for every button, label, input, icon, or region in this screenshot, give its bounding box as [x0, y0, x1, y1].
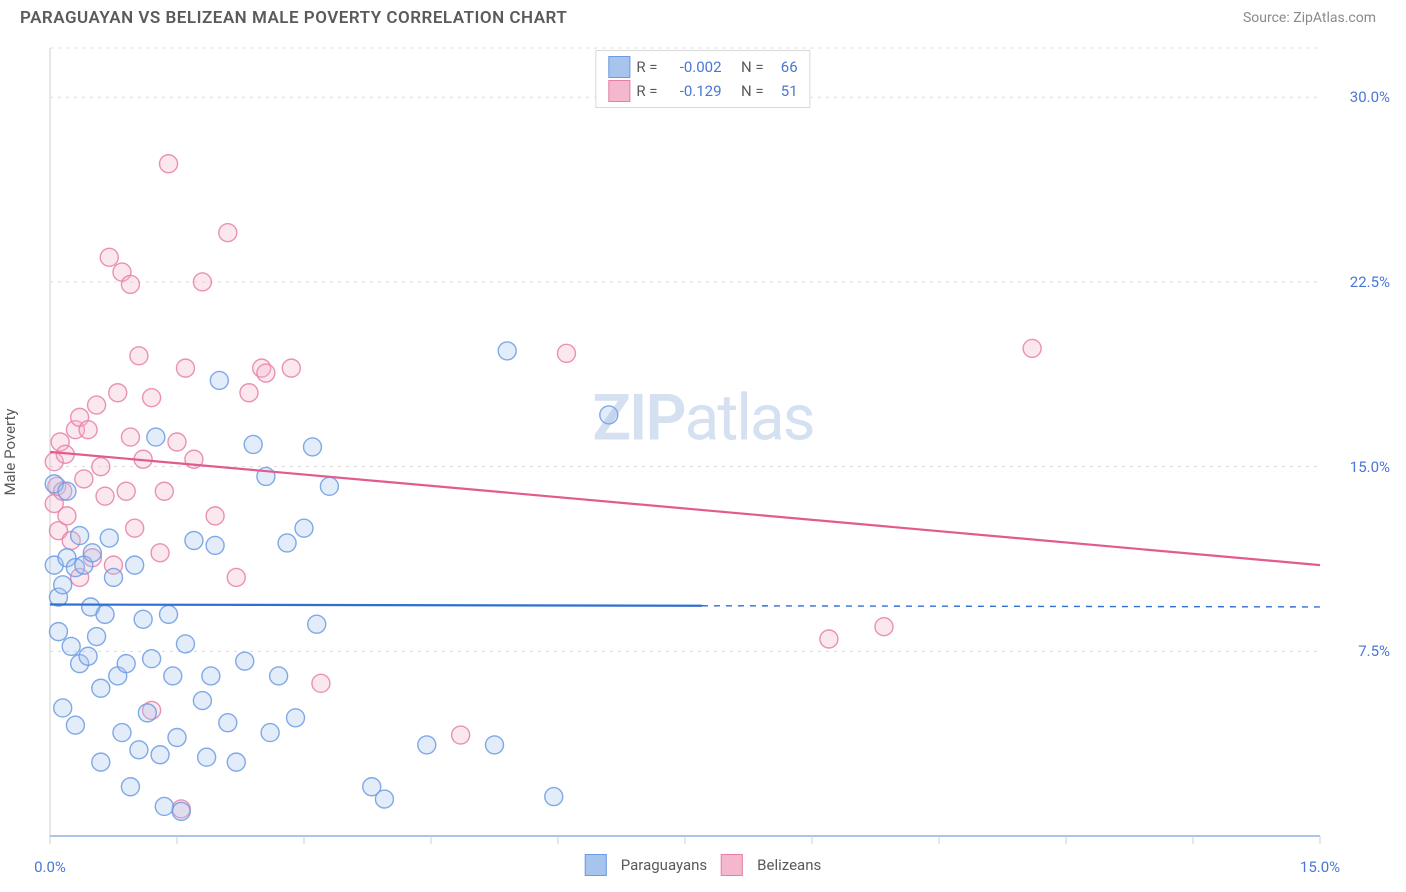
legend-bottom-swatch-0	[585, 854, 607, 876]
x-tick-label: 15.0%	[1300, 858, 1340, 876]
r-value-1: -0.129	[664, 79, 722, 103]
legend-bottom-swatch-1	[721, 854, 743, 876]
legend-series: Paraguayans Belizeans	[585, 854, 821, 876]
legend-bottom-label-1: Belizeans	[757, 856, 821, 874]
y-tick-label: 7.5%	[1358, 642, 1390, 660]
chart-container: Male Poverty ZIPatlas R =-0.002 N =66 R …	[0, 28, 1406, 876]
legend-stats-row-0: R =-0.002 N =66	[608, 55, 797, 79]
y-axis-label: Male Poverty	[1, 409, 19, 496]
x-tick-label: 0.0%	[34, 858, 66, 876]
n-value-1: 51	[770, 79, 798, 103]
y-tick-label: 30.0%	[1350, 88, 1390, 106]
n-value-0: 66	[770, 55, 798, 79]
y-tick-label: 22.5%	[1350, 273, 1390, 291]
y-tick-label: 15.0%	[1350, 458, 1390, 476]
legend-stats: R =-0.002 N =66 R =-0.129 N =51	[595, 50, 810, 108]
legend-swatch-0	[608, 56, 630, 78]
scatter-chart	[0, 28, 1406, 876]
source-label: Source: ZipAtlas.com	[1243, 10, 1376, 26]
legend-swatch-1	[608, 80, 630, 102]
chart-title: PARAGUAYAN VS BELIZEAN MALE POVERTY CORR…	[20, 8, 567, 28]
legend-stats-row-1: R =-0.129 N =51	[608, 79, 797, 103]
r-value-0: -0.002	[664, 55, 722, 79]
legend-bottom-label-0: Paraguayans	[621, 856, 707, 874]
